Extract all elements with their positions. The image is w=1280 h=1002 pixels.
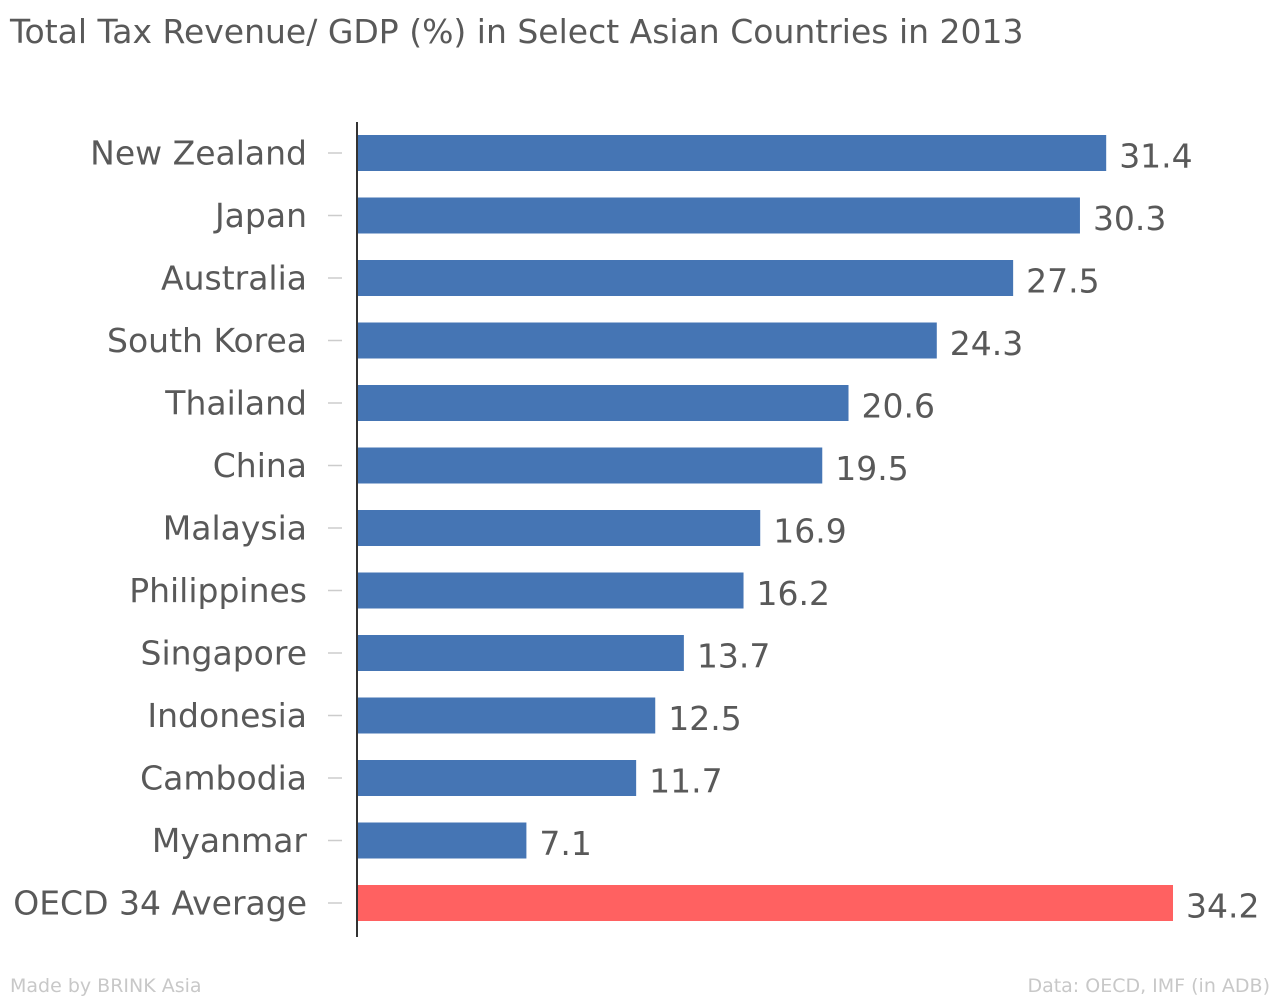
- bar: [357, 322, 937, 359]
- category-label: Japan: [213, 196, 307, 235]
- category-label: OECD 34 Average: [13, 884, 307, 923]
- category-label: Malaysia: [163, 509, 307, 548]
- category-label: Cambodia: [140, 759, 307, 798]
- bar: [357, 760, 637, 796]
- bar: [357, 697, 656, 734]
- highlighted-bar: [357, 885, 1173, 921]
- bar: [357, 635, 684, 671]
- data-label: 24.3: [950, 324, 1023, 363]
- data-label: 16.2: [757, 574, 830, 613]
- category-label: Australia: [161, 259, 307, 298]
- data-label: 11.7: [649, 762, 722, 801]
- bar: [357, 260, 1014, 296]
- tick-marks-group: [328, 152, 342, 904]
- bar: [357, 385, 849, 421]
- bar: [357, 135, 1107, 171]
- credit-text: Made by BRINK Asia: [10, 975, 202, 997]
- category-label: Thailand: [164, 384, 307, 423]
- bar: [357, 447, 823, 484]
- data-label: 19.5: [835, 449, 908, 488]
- category-label: Myanmar: [152, 821, 308, 860]
- bar: [357, 197, 1080, 234]
- data-label: 34.2: [1186, 887, 1259, 926]
- bar: [357, 822, 527, 859]
- category-label: Singapore: [141, 634, 307, 673]
- data-label: 30.3: [1093, 199, 1166, 238]
- source-text: Data: OECD, IMF (in ADB): [1027, 975, 1270, 997]
- data-label: 12.5: [668, 699, 741, 738]
- category-labels-group: New Zealand Japan Australia South Korea Thai…: [13, 134, 307, 923]
- data-label: 20.6: [862, 387, 935, 426]
- category-label: South Korea: [107, 321, 307, 360]
- chart-title: Total Tax Revenue/ GDP (%) in Select Asi…: [10, 12, 1024, 51]
- bar: [357, 572, 744, 609]
- bars-group: [357, 135, 1173, 921]
- data-label: 13.7: [697, 637, 770, 676]
- category-label: Philippines: [129, 571, 307, 610]
- data-labels-group: 31.4 30.3 27.524.3 20.6 19.5 16.9 16.2 13.7 12.5…: [539, 137, 1259, 926]
- category-label: Indonesia: [147, 696, 307, 735]
- data-label: 31.4: [1119, 137, 1192, 176]
- data-label: 27.5: [1026, 262, 1099, 301]
- data-label: 16.9: [773, 512, 846, 551]
- category-label: New Zealand: [90, 134, 307, 173]
- data-label: 7.1: [539, 824, 591, 863]
- bar: [357, 510, 761, 546]
- category-label: China: [213, 446, 307, 485]
